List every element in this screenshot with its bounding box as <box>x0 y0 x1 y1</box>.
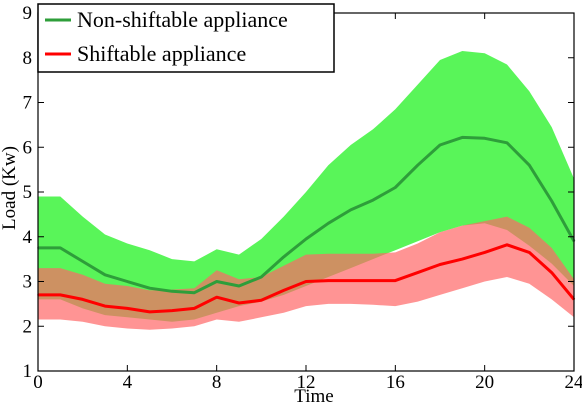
point-series-1-1 <box>59 294 62 296</box>
legend-label-non-shiftable: Non-shiftable appliance <box>77 7 288 32</box>
point-series-1-23 <box>550 271 553 274</box>
y-tick-label: 5 <box>23 182 33 203</box>
y-tick-label: 7 <box>23 93 33 114</box>
point-series-0-7 <box>193 291 196 294</box>
point-series-0-8 <box>215 280 218 283</box>
point-series-0-16 <box>394 186 397 189</box>
point-series-1-3 <box>104 305 106 307</box>
y-tick-label: 6 <box>23 137 33 158</box>
y-tick-label: 9 <box>23 3 33 24</box>
point-series-1-20 <box>483 251 486 254</box>
y-tick-label: 8 <box>23 48 33 69</box>
legend: Non-shiftable appliance Shiftable applia… <box>37 3 335 73</box>
x-axis-label: Time <box>294 386 333 406</box>
point-series-1-17 <box>416 271 419 274</box>
point-series-0-15 <box>372 199 374 201</box>
point-series-0-13 <box>327 222 330 225</box>
point-series-1-5 <box>148 311 151 313</box>
legend-box <box>37 3 335 73</box>
y-tick-label: 4 <box>23 227 33 248</box>
point-series-1-13 <box>327 279 330 282</box>
point-series-1-15 <box>372 279 374 282</box>
point-series-1-4 <box>126 307 129 310</box>
point-series-0-6 <box>171 290 173 293</box>
point-series-1-10 <box>260 299 263 302</box>
point-series-0-20 <box>483 137 486 140</box>
point-series-0-18 <box>439 144 441 146</box>
y-tick-label: 2 <box>23 316 33 337</box>
x-tick-label: 4 <box>123 372 133 393</box>
y-tick-label: 3 <box>23 272 33 293</box>
y-axis-label: Load (Kw) <box>0 146 20 230</box>
point-series-1-14 <box>349 279 352 282</box>
point-series-1-22 <box>528 251 531 254</box>
point-series-0-14 <box>349 209 352 211</box>
point-series-0-10 <box>260 276 263 278</box>
band-series-1 <box>38 216 574 330</box>
point-series-0-17 <box>416 164 419 166</box>
confidence-bands <box>38 51 574 330</box>
x-tick-label: 20 <box>475 372 494 393</box>
point-series-1-21 <box>506 244 508 246</box>
point-series-0-21 <box>506 142 508 144</box>
point-series-1-11 <box>282 289 285 292</box>
point-series-1-7 <box>193 307 196 310</box>
y-tick-label: 1 <box>23 361 33 382</box>
point-series-0-4 <box>126 280 129 283</box>
point-series-0-11 <box>282 256 285 258</box>
point-series-0-23 <box>550 200 553 202</box>
x-tick-label: 16 <box>386 372 405 393</box>
point-series-1-2 <box>81 298 84 301</box>
point-series-1-18 <box>439 263 441 266</box>
point-series-1-19 <box>461 258 464 260</box>
point-series-1-6 <box>171 309 173 312</box>
point-series-1-9 <box>238 302 240 304</box>
x-tick-label: 0 <box>33 372 43 393</box>
point-series-1-8 <box>215 296 218 299</box>
series-lines <box>37 135 576 314</box>
point-series-1-12 <box>305 280 307 283</box>
point-series-0-3 <box>104 274 106 276</box>
point-series-1-16 <box>394 279 397 282</box>
point-series-0-22 <box>528 164 531 166</box>
point-series-0-12 <box>305 238 307 240</box>
point-series-0-5 <box>148 287 151 290</box>
point-series-0-1 <box>59 247 62 249</box>
x-tick-label: 12 <box>297 372 316 393</box>
point-series-0-9 <box>238 285 240 287</box>
legend-label-shiftable: Shiftable appliance <box>77 41 246 66</box>
band-series-0 <box>38 51 574 322</box>
point-series-0-19 <box>461 136 464 139</box>
x-tick-label: 24 <box>565 372 582 393</box>
point-series-0-2 <box>81 260 84 263</box>
x-tick-label: 8 <box>212 372 222 393</box>
